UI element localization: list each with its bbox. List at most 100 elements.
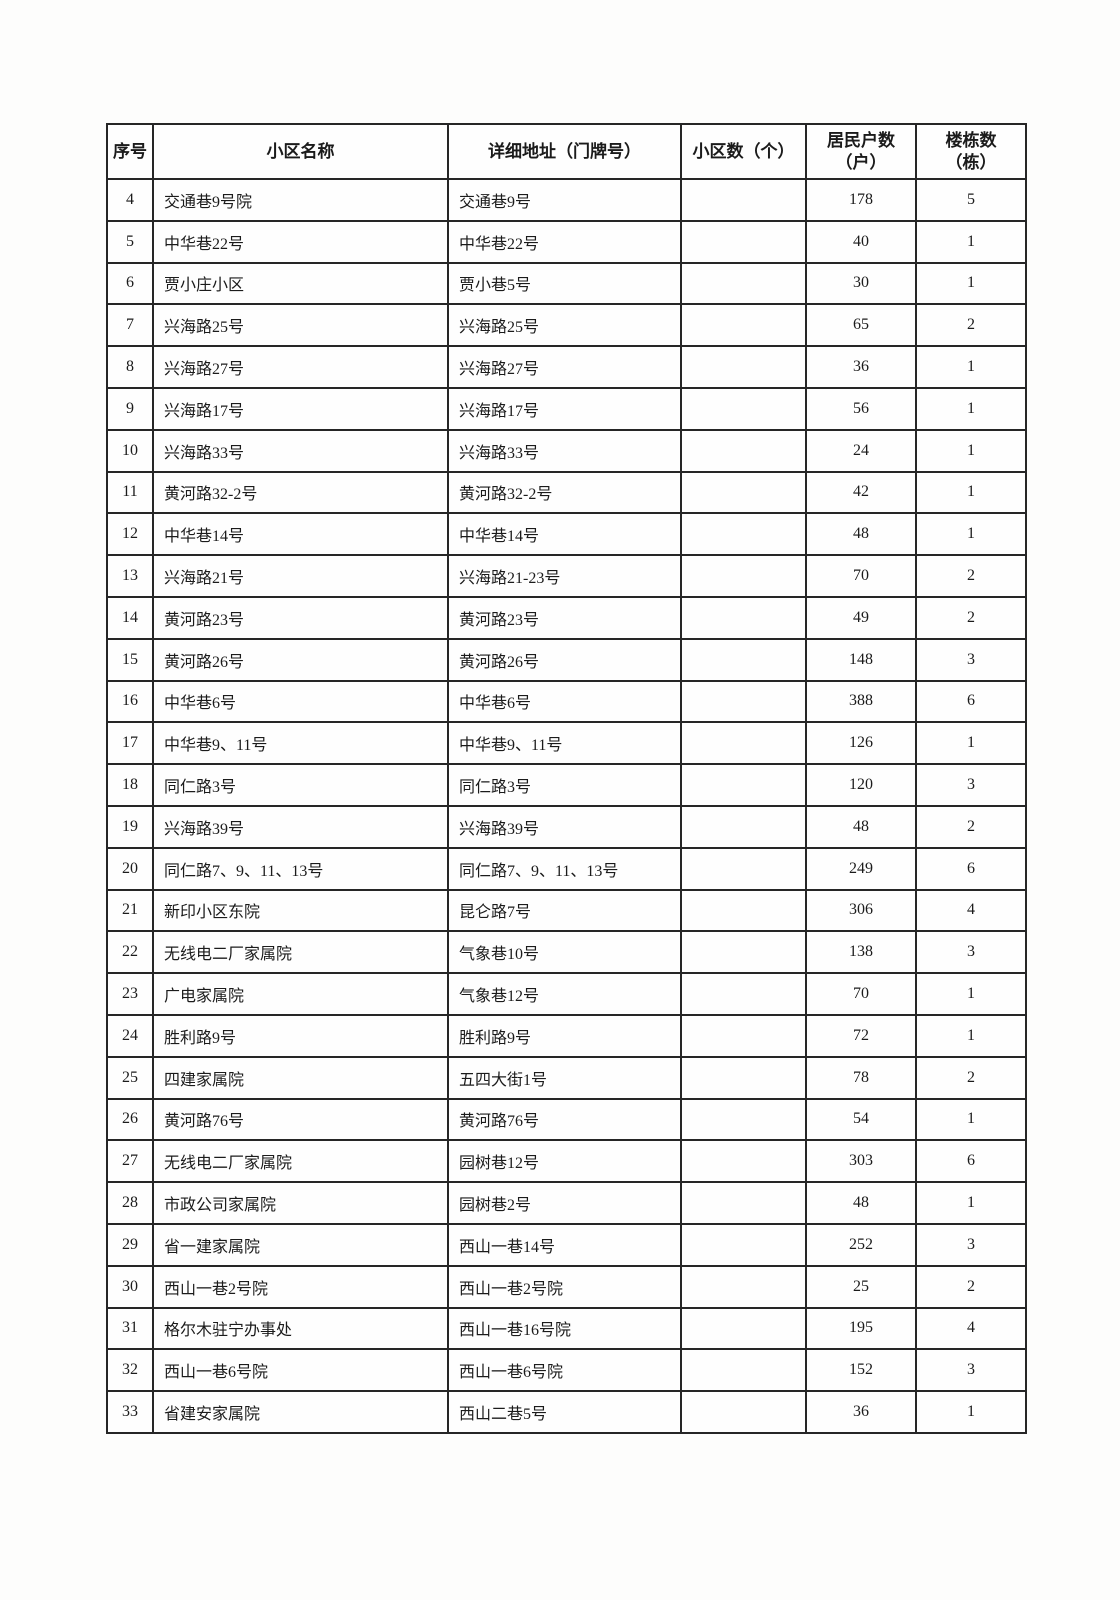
cell-address: 黄河路23号	[447, 595, 682, 640]
cell-community-count	[680, 888, 807, 933]
cell-community-count	[680, 763, 807, 807]
table-row: 33 省建安家属院 西山二巷5号 36 1	[106, 1390, 1027, 1434]
cell-seq: 12	[106, 512, 154, 557]
cell-community-count	[680, 1055, 807, 1100]
cell-households: 56	[805, 386, 917, 431]
cell-buildings: 1	[915, 1097, 1027, 1142]
cell-seq: 9	[106, 386, 154, 431]
cell-buildings: 3	[915, 637, 1027, 682]
cell-buildings: 1	[915, 512, 1027, 557]
table-row: 8 兴海路27号 兴海路27号 36 1	[106, 345, 1027, 389]
table-row: 11 黄河路32-2号 黄河路32-2号 42 1	[106, 470, 1027, 515]
cell-households: 252	[805, 1222, 917, 1267]
table-row: 31 格尔木驻宁办事处 西山一巷16号院 195 4	[106, 1306, 1027, 1351]
cell-address: 同仁路3号	[447, 763, 682, 807]
table-row: 27 无线电二厂家属院 园树巷12号 303 6	[106, 1139, 1027, 1184]
cell-buildings: 3	[915, 930, 1027, 975]
cell-buildings: 4	[915, 888, 1027, 933]
cell-address: 气象巷12号	[447, 972, 682, 1016]
table-row: 13 兴海路21号 兴海路21-23号 70 2	[106, 554, 1027, 598]
cell-address: 兴海路33号	[447, 428, 682, 473]
cell-community-name: 省一建家属院	[152, 1222, 449, 1267]
cell-seq: 4	[106, 178, 154, 222]
cell-community-name: 同仁路3号	[152, 763, 449, 807]
cell-seq: 23	[106, 972, 154, 1016]
table-row: 4 交通巷9号院 交通巷9号 178 5	[106, 178, 1027, 222]
cell-address: 交通巷9号	[447, 178, 682, 222]
cell-buildings: 6	[915, 1139, 1027, 1184]
table-row: 18 同仁路3号 同仁路3号 120 3	[106, 763, 1027, 807]
cell-community-name: 西山一巷2号院	[152, 1264, 449, 1309]
cell-households: 195	[805, 1306, 917, 1351]
cell-community-count	[680, 721, 807, 766]
cell-households: 72	[805, 1013, 917, 1058]
cell-seq: 31	[106, 1306, 154, 1351]
cell-community-count	[680, 1139, 807, 1184]
cell-buildings: 1	[915, 345, 1027, 389]
table-row: 20 同仁路7、9、11、13号 同仁路7、9、11、13号 249 6	[106, 846, 1027, 891]
cell-buildings: 6	[915, 846, 1027, 891]
cell-community-count	[680, 219, 807, 264]
cell-address: 贾小巷5号	[447, 261, 682, 306]
cell-address: 兴海路25号	[447, 303, 682, 348]
cell-buildings: 1	[915, 470, 1027, 515]
cell-buildings: 2	[915, 804, 1027, 849]
cell-households: 152	[805, 1348, 917, 1393]
cell-seq: 16	[106, 679, 154, 724]
cell-households: 54	[805, 1097, 917, 1142]
table-row: 6 贾小庄小区 贾小巷5号 30 1	[106, 261, 1027, 306]
cell-address: 园树巷2号	[447, 1181, 682, 1225]
cell-community-count	[680, 1097, 807, 1142]
cell-households: 36	[805, 1390, 917, 1434]
cell-buildings: 4	[915, 1306, 1027, 1351]
table-row: 7 兴海路25号 兴海路25号 65 2	[106, 303, 1027, 348]
cell-community-name: 中华巷9、11号	[152, 721, 449, 766]
cell-community-count	[680, 1181, 807, 1225]
cell-seq: 30	[106, 1264, 154, 1309]
cell-buildings: 1	[915, 219, 1027, 264]
cell-community-count	[680, 345, 807, 389]
cell-community-name: 中华巷14号	[152, 512, 449, 557]
col-header-community-count: 小区数（个）	[680, 123, 807, 180]
cell-buildings: 2	[915, 1055, 1027, 1100]
table-row: 15 黄河路26号 黄河路26号 148 3	[106, 637, 1027, 682]
cell-community-name: 胜利路9号	[152, 1013, 449, 1058]
cell-community-name: 无线电二厂家属院	[152, 930, 449, 975]
cell-community-count	[680, 554, 807, 598]
table-row: 19 兴海路39号 兴海路39号 48 2	[106, 804, 1027, 849]
cell-community-count	[680, 261, 807, 306]
col-header-seq: 序号	[106, 123, 154, 180]
cell-address: 西山一巷6号院	[447, 1348, 682, 1393]
cell-community-name: 黄河路26号	[152, 637, 449, 682]
cell-seq: 28	[106, 1181, 154, 1225]
cell-community-name: 兴海路33号	[152, 428, 449, 473]
cell-seq: 5	[106, 219, 154, 264]
cell-community-name: 兴海路39号	[152, 804, 449, 849]
col-header-buildings: 楼栋数 （栋）	[915, 123, 1027, 180]
cell-address: 中华巷22号	[447, 219, 682, 264]
cell-community-name: 广电家属院	[152, 972, 449, 1016]
cell-community-count	[680, 972, 807, 1016]
table-row: 25 四建家属院 五四大街1号 78 2	[106, 1055, 1027, 1100]
cell-seq: 27	[106, 1139, 154, 1184]
table-row: 24 胜利路9号 胜利路9号 72 1	[106, 1013, 1027, 1058]
table-row: 5 中华巷22号 中华巷22号 40 1	[106, 219, 1027, 264]
table-row: 30 西山一巷2号院 西山一巷2号院 25 2	[106, 1264, 1027, 1309]
cell-households: 388	[805, 679, 917, 724]
cell-buildings: 1	[915, 1390, 1027, 1434]
cell-households: 249	[805, 846, 917, 891]
cell-seq: 13	[106, 554, 154, 598]
cell-buildings: 3	[915, 1348, 1027, 1393]
cell-community-name: 中华巷22号	[152, 219, 449, 264]
cell-buildings: 2	[915, 595, 1027, 640]
cell-households: 25	[805, 1264, 917, 1309]
cell-community-name: 格尔木驻宁办事处	[152, 1306, 449, 1351]
cell-buildings: 6	[915, 679, 1027, 724]
cell-address: 兴海路27号	[447, 345, 682, 389]
cell-buildings: 1	[915, 721, 1027, 766]
cell-buildings: 3	[915, 763, 1027, 807]
cell-households: 48	[805, 804, 917, 849]
cell-community-name: 中华巷6号	[152, 679, 449, 724]
cell-seq: 29	[106, 1222, 154, 1267]
table-row: 16 中华巷6号 中华巷6号 388 6	[106, 679, 1027, 724]
